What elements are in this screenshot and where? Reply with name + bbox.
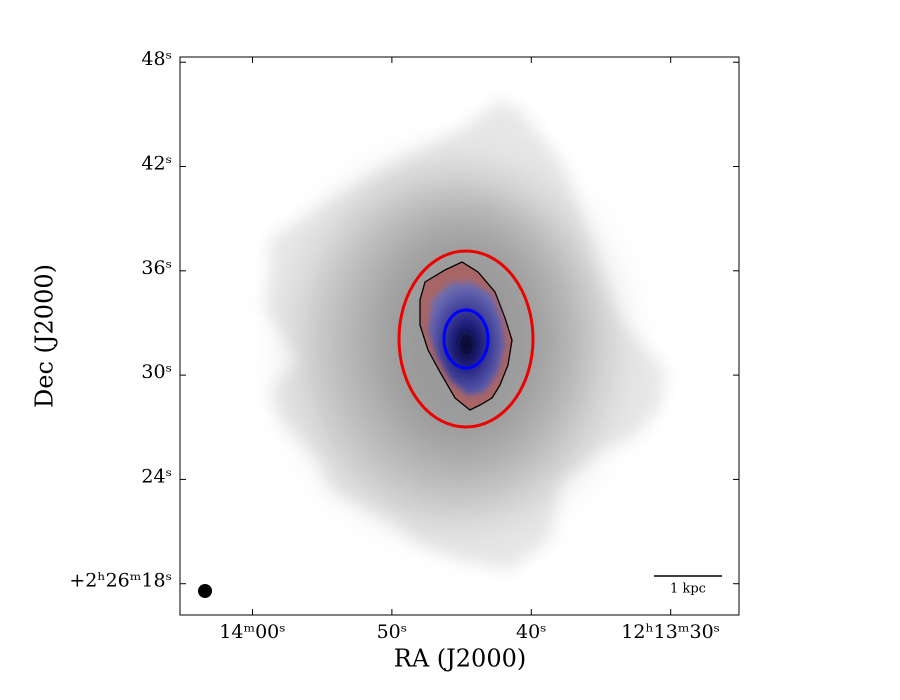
- y-tick-label: 48ˢ: [141, 48, 172, 70]
- y-tick-label: +2ʰ26ᵐ18ˢ: [69, 570, 172, 592]
- x-tick-label: 14ᵐ00ˢ: [219, 621, 285, 643]
- y-axis-label: Dec (J2000): [31, 264, 59, 408]
- x-tick-label: 40ˢ: [516, 621, 547, 643]
- y-tick-label: 24ˢ: [141, 465, 172, 487]
- plot-frame: [179, 56, 740, 616]
- x-axis-label: RA (J2000): [394, 645, 526, 673]
- x-tick-label: 12ʰ13ᵐ30ˢ: [621, 621, 720, 643]
- y-tick-label: 30ˢ: [141, 361, 172, 383]
- y-tick-label: 36ˢ: [141, 257, 172, 279]
- y-tick-label: 42ˢ: [141, 153, 172, 175]
- scale-bar-label: 1 kpc: [670, 582, 706, 597]
- x-tick-label: 50ˢ: [377, 621, 408, 643]
- image: [198, 100, 722, 598]
